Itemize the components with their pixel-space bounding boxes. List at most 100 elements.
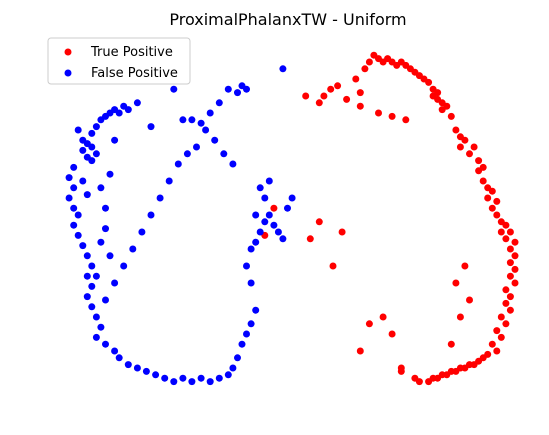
point-false-positive-36 <box>79 242 87 250</box>
point-true-positive-8 <box>356 102 364 110</box>
point-true-positive-68 <box>502 320 510 328</box>
point-true-positive-10 <box>365 58 373 66</box>
point-true-positive-101 <box>452 279 460 287</box>
point-false-positive-87 <box>193 143 200 151</box>
point-false-positive-106 <box>92 150 100 158</box>
point-true-positive-64 <box>506 293 514 301</box>
point-false-positive-33 <box>74 211 82 219</box>
point-false-positive-86 <box>202 126 210 134</box>
point-false-positive-54 <box>170 378 178 386</box>
point-false-positive-48 <box>115 354 123 362</box>
point-true-positive-53 <box>502 221 510 229</box>
point-false-positive-75 <box>274 228 282 236</box>
point-true-positive-44 <box>479 177 487 185</box>
point-true-positive-70 <box>497 333 505 341</box>
point-false-positive-94 <box>129 245 137 253</box>
point-true-positive-57 <box>511 238 519 246</box>
point-true-positive-72 <box>493 347 501 355</box>
point-false-positive-19 <box>188 116 196 124</box>
point-false-positive-35 <box>74 231 82 239</box>
point-false-positive-15 <box>133 99 141 107</box>
point-false-positive-56 <box>188 378 196 386</box>
point-false-positive-81 <box>256 184 264 192</box>
point-false-positive-96 <box>111 279 119 287</box>
point-true-positive-69 <box>493 327 501 335</box>
point-true-positive-89 <box>379 313 387 321</box>
point-false-positive-58 <box>206 378 214 386</box>
point-true-positive-48 <box>488 204 496 212</box>
point-false-positive-5 <box>88 143 96 151</box>
point-false-positive-104 <box>83 191 91 199</box>
point-false-positive-77 <box>284 204 291 212</box>
point-true-positive-47 <box>488 187 496 195</box>
point-false-positive-39 <box>83 272 91 280</box>
point-false-positive-7 <box>92 123 100 131</box>
point-true-positive-90 <box>388 330 396 338</box>
point-true-positive-93 <box>356 347 364 355</box>
point-true-positive-105 <box>466 296 473 304</box>
point-false-positive-70 <box>252 238 260 246</box>
point-true-positive-4 <box>334 82 342 90</box>
point-true-positive-100 <box>270 204 278 212</box>
point-false-positive-68 <box>243 262 250 270</box>
point-false-positive-47 <box>111 347 119 355</box>
point-false-positive-62 <box>234 354 241 362</box>
point-false-positive-34 <box>70 221 78 229</box>
point-false-positive-95 <box>120 262 128 270</box>
point-false-positive-69 <box>247 245 255 253</box>
point-false-positive-20 <box>197 119 205 127</box>
point-true-positive-65 <box>502 299 510 307</box>
point-true-positive-60 <box>511 265 519 273</box>
point-false-positive-109 <box>106 252 114 260</box>
point-false-positive-82 <box>265 177 273 185</box>
point-true-positive-39 <box>466 150 473 158</box>
point-false-positive-0 <box>74 126 82 134</box>
point-true-positive-91 <box>397 364 405 372</box>
point-true-positive-59 <box>506 259 514 267</box>
point-false-positive-51 <box>142 367 150 375</box>
point-true-positive-63 <box>502 286 510 294</box>
point-false-positive-93 <box>138 228 146 236</box>
point-true-positive-55 <box>506 228 514 236</box>
point-false-positive-64 <box>243 330 250 338</box>
point-true-positive-34 <box>447 112 455 120</box>
point-false-positive-101 <box>106 170 114 178</box>
point-false-positive-52 <box>152 371 160 379</box>
point-false-positive-2 <box>79 146 87 154</box>
point-true-positive-58 <box>511 252 519 260</box>
point-true-positive-6 <box>352 75 360 83</box>
point-true-positive-23 <box>425 78 433 86</box>
point-true-positive-50 <box>493 211 501 219</box>
point-false-positive-26 <box>243 85 250 93</box>
point-false-positive-97 <box>102 296 109 304</box>
point-false-positive-41 <box>83 293 91 301</box>
point-false-positive-27 <box>279 65 287 73</box>
point-false-positive-84 <box>220 150 228 158</box>
point-true-positive-98 <box>315 218 323 226</box>
point-false-positive-22 <box>215 99 223 107</box>
legend-label-false-positive: False Positive <box>91 66 178 81</box>
point-true-positive-54 <box>502 235 510 243</box>
point-false-positive-17 <box>170 85 178 93</box>
point-false-positive-32 <box>70 204 78 212</box>
point-true-positive-5 <box>343 95 351 103</box>
point-false-positive-24 <box>234 89 241 97</box>
point-false-positive-12 <box>115 109 123 117</box>
point-false-positive-88 <box>183 150 191 158</box>
point-false-positive-29 <box>65 174 73 182</box>
point-true-positive-32 <box>388 112 396 120</box>
point-false-positive-66 <box>252 306 260 314</box>
point-true-positive-71 <box>488 340 496 348</box>
point-true-positive-3 <box>327 85 335 93</box>
point-false-positive-65 <box>247 320 255 328</box>
point-false-positive-50 <box>133 364 141 372</box>
point-true-positive-96 <box>338 228 346 236</box>
point-false-positive-43 <box>92 313 100 321</box>
point-false-positive-28 <box>70 163 78 171</box>
point-true-positive-104 <box>461 262 469 270</box>
point-true-positive-94 <box>365 320 373 328</box>
point-false-positive-105 <box>88 157 96 165</box>
point-false-positive-44 <box>97 323 105 331</box>
point-true-positive-66 <box>506 306 514 314</box>
point-true-positive-67 <box>497 313 505 321</box>
